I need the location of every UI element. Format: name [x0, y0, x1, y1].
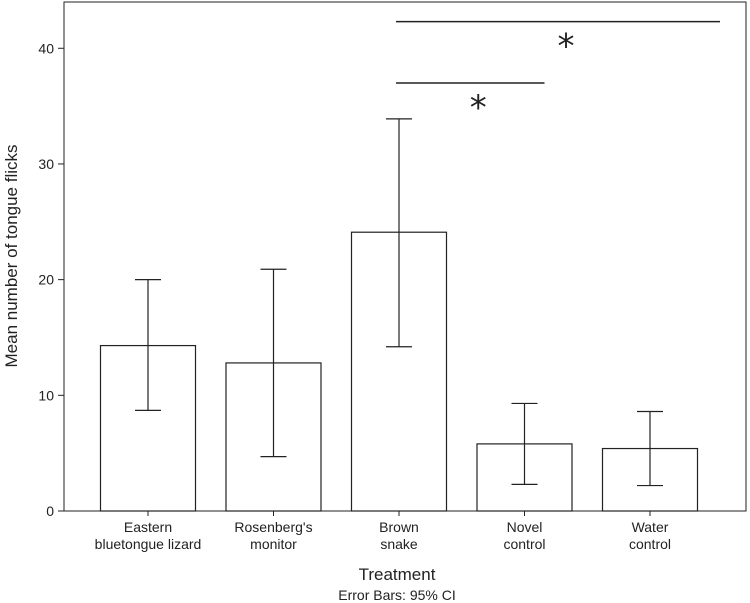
y-tick-label: 30 — [38, 156, 54, 172]
x-axis-title: Treatment — [359, 565, 436, 584]
bars — [99, 231, 699, 512]
y-tick-label: 40 — [38, 40, 54, 56]
x-tick-label: snake — [380, 536, 418, 552]
x-tick-label: monitor — [250, 536, 297, 552]
y-tick-label: 10 — [38, 387, 54, 403]
x-tick-label: Brown — [379, 519, 419, 535]
error-bars — [135, 118, 663, 487]
y-axis-ticks: 0 10 20 30 40 — [38, 40, 64, 519]
x-tick-label: Rosenberg's — [234, 519, 312, 535]
significance-brackets: ** — [396, 20, 720, 128]
x-tick-label: control — [503, 536, 545, 552]
y-tick-label: 20 — [38, 272, 54, 288]
significance-star: * — [470, 88, 487, 128]
error-bar-note: Error Bars: 95% CI — [338, 587, 455, 603]
x-tick-label: bluetongue lizard — [95, 536, 202, 552]
y-tick-label: 0 — [46, 503, 54, 519]
x-tick-label: control — [629, 536, 671, 552]
x-tick-label: Eastern — [124, 519, 172, 535]
significance-star: * — [558, 27, 575, 67]
x-tick-label: Novel — [507, 519, 543, 535]
x-tick-label: Water — [632, 519, 669, 535]
y-axis-title: Mean number of tongue flicks — [2, 144, 21, 367]
